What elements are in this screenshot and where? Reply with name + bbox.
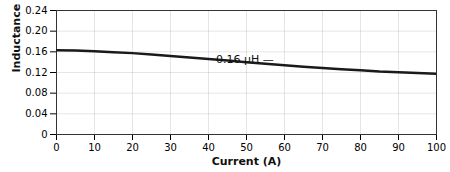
svg-text:10: 10 bbox=[88, 142, 101, 153]
svg-text:0.04: 0.04 bbox=[25, 108, 47, 119]
svg-text:0: 0 bbox=[41, 129, 47, 140]
svg-text:40: 40 bbox=[202, 142, 215, 153]
svg-text:20: 20 bbox=[126, 142, 139, 153]
svg-text:Inductance (μH): Inductance (μH) bbox=[10, 0, 23, 73]
svg-text:30: 30 bbox=[164, 142, 177, 153]
svg-text:80: 80 bbox=[354, 142, 367, 153]
svg-text:Current (A): Current (A) bbox=[212, 155, 282, 168]
svg-text:0.16 μH —: 0.16 μH — bbox=[216, 53, 274, 66]
svg-text:90: 90 bbox=[392, 142, 405, 153]
svg-text:50: 50 bbox=[240, 142, 253, 153]
svg-text:0: 0 bbox=[53, 142, 59, 153]
svg-text:100: 100 bbox=[427, 142, 446, 153]
svg-text:0.20: 0.20 bbox=[25, 25, 47, 36]
svg-text:0.12: 0.12 bbox=[25, 67, 47, 78]
svg-text:0.08: 0.08 bbox=[25, 87, 47, 98]
svg-text:60: 60 bbox=[278, 142, 291, 153]
svg-text:0.24: 0.24 bbox=[25, 5, 47, 16]
svg-text:0.16: 0.16 bbox=[25, 46, 47, 57]
svg-text:70: 70 bbox=[316, 142, 329, 153]
